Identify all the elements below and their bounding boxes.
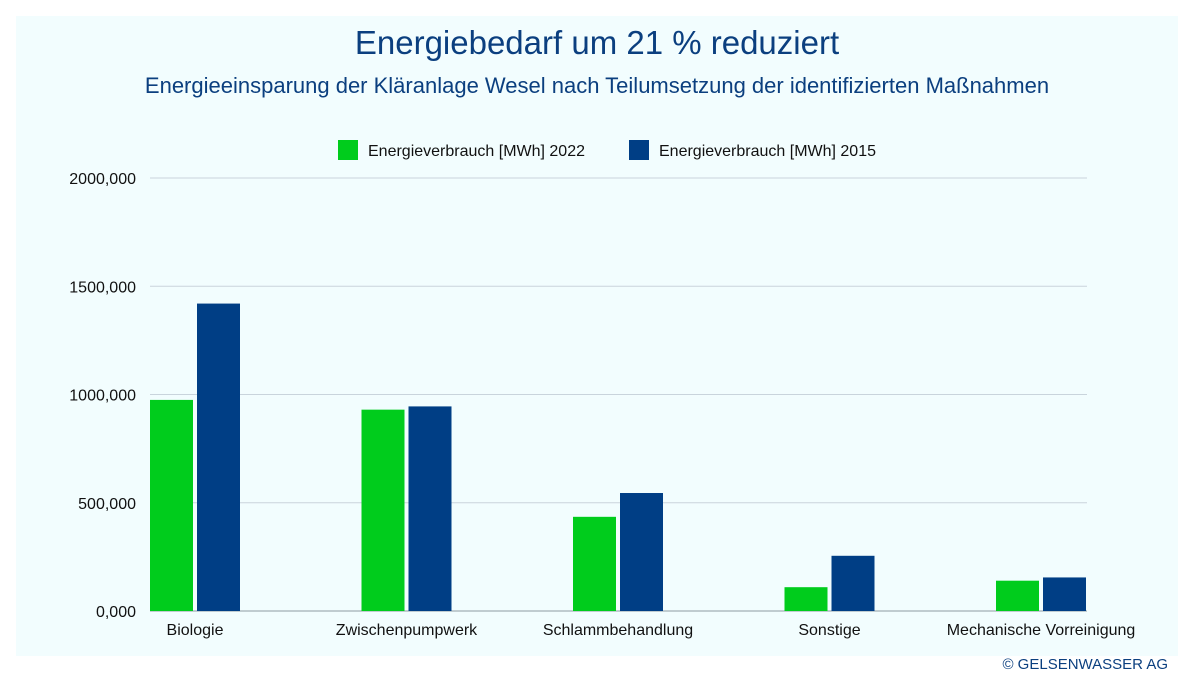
bar-2022 bbox=[150, 399, 193, 611]
legend-label-2015: Energieverbrauch [MWh] 2015 bbox=[659, 143, 876, 160]
y-tick-label: 0,000 bbox=[96, 604, 136, 621]
y-tick-label: 2000,000 bbox=[69, 171, 136, 188]
x-category-label: Zwischenpumpwerk bbox=[336, 622, 478, 639]
bar-2022 bbox=[361, 409, 405, 611]
x-axis-labels: Biologie Zwischenpumpwerk Schlammbehandlun… bbox=[167, 622, 1136, 639]
legend[interactable]: Energieverbrauch [MWh] 2022 Energieverbra… bbox=[338, 140, 876, 160]
legend-swatch-2022 bbox=[338, 140, 358, 160]
chart-title: Energiebedarf um 21 % reduziert bbox=[354, 24, 840, 61]
bar-2022 bbox=[573, 516, 616, 611]
x-category-label: Sonstige bbox=[798, 622, 860, 639]
bar-2022 bbox=[784, 587, 828, 611]
legend-label-2022: Energieverbrauch [MWh] 2022 bbox=[368, 143, 585, 160]
x-category-label: Schlammbehandlung bbox=[543, 622, 693, 639]
grid-lines bbox=[150, 177, 1087, 612]
bar-2015 bbox=[620, 493, 663, 611]
y-tick-label: 1500,000 bbox=[69, 279, 136, 296]
y-tick-label: 500,000 bbox=[78, 496, 136, 513]
bar-2015 bbox=[1043, 577, 1086, 611]
x-category-label: Mechanische Vorreinigung bbox=[947, 622, 1136, 639]
copyright-notice: © GELSENWASSER AG bbox=[1002, 656, 1168, 673]
bars bbox=[150, 303, 1086, 611]
chart-subtitle: Energieeinsparung der Kläranlage Wesel n… bbox=[144, 73, 1050, 98]
x-category-label: Biologie bbox=[167, 622, 224, 639]
bar-2015 bbox=[408, 406, 452, 611]
bar-2015 bbox=[831, 555, 875, 611]
legend-swatch-2015 bbox=[629, 140, 649, 160]
bar-2022 bbox=[996, 580, 1039, 611]
y-axis-ticks: 0,000 500,000 1000,000 1500,000 2000,000 bbox=[69, 171, 136, 621]
y-tick-label: 1000,000 bbox=[69, 388, 136, 405]
bar-2015 bbox=[197, 303, 240, 611]
